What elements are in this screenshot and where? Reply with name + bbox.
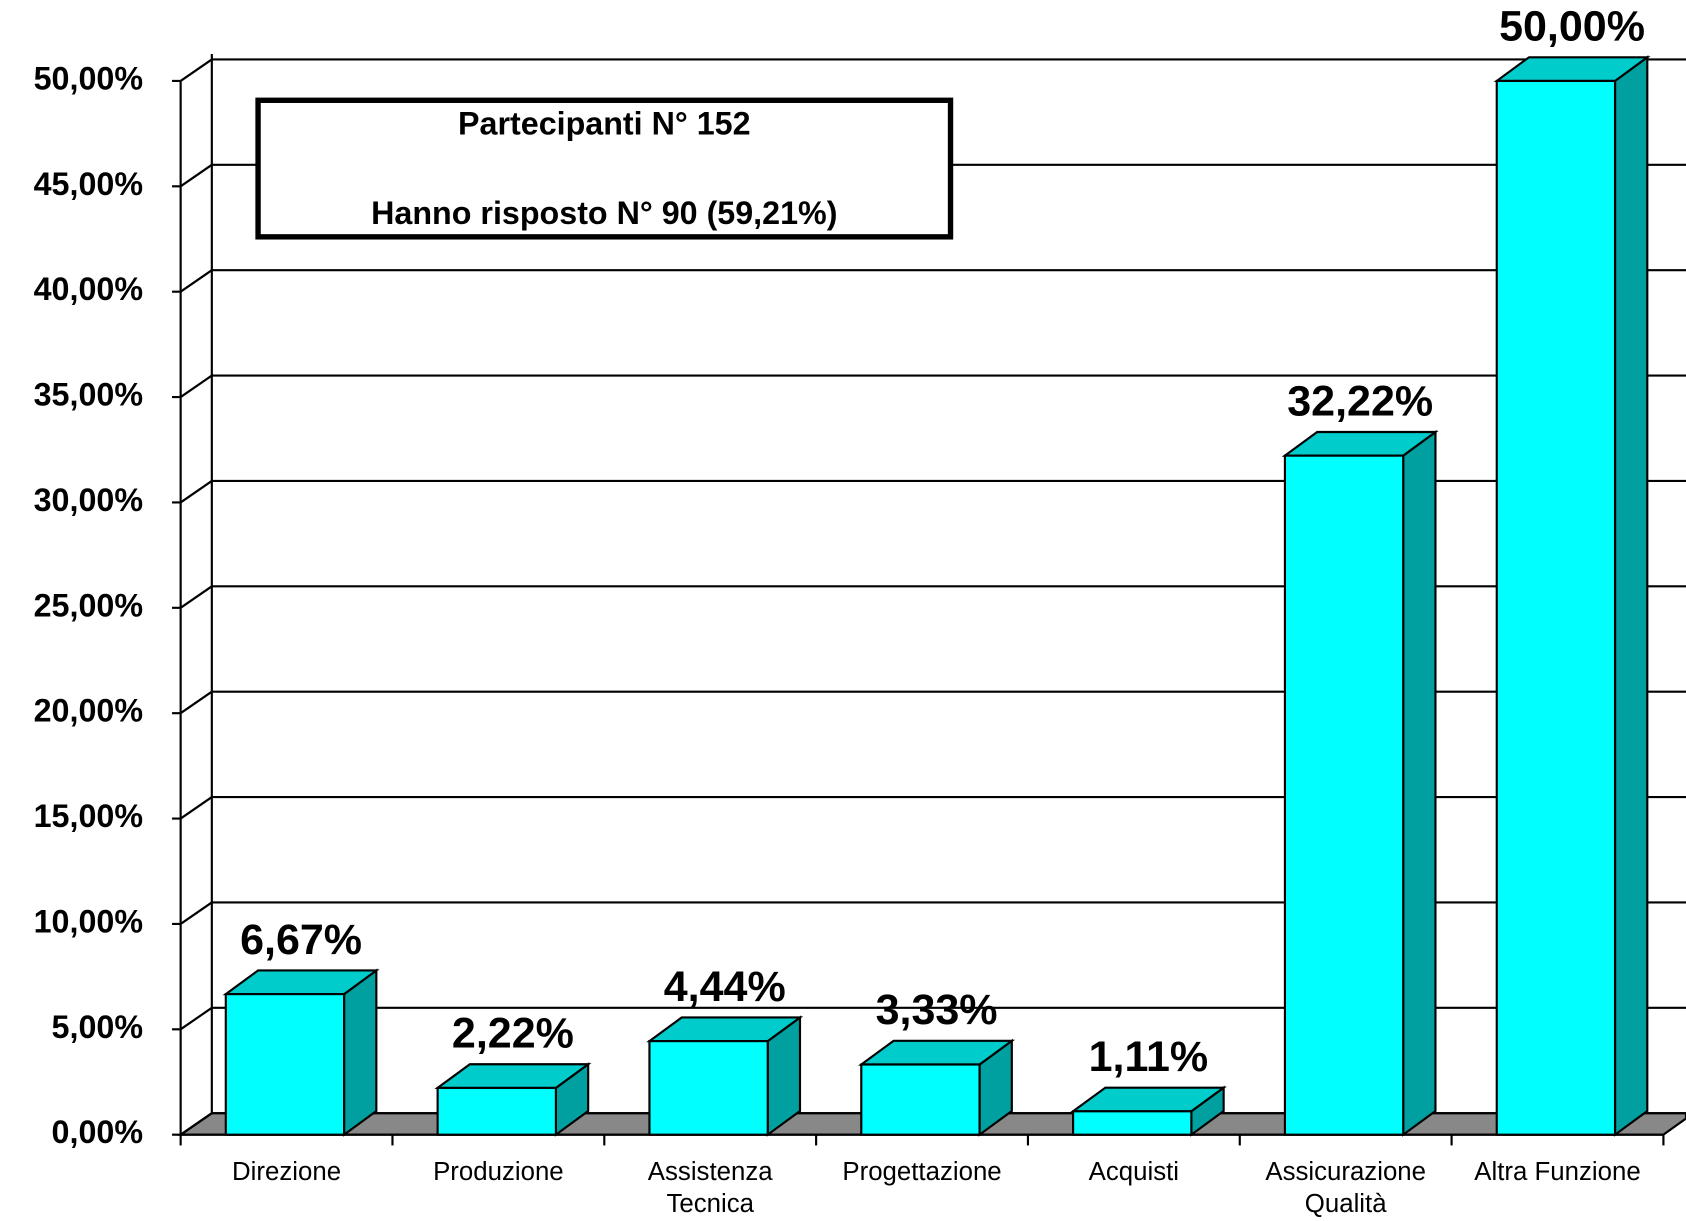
grid-diagonal	[180, 269, 213, 293]
y-tick-label: 15,00%	[34, 798, 143, 834]
grid-diagonal	[180, 901, 213, 925]
data-label: 32,22%	[1287, 377, 1433, 425]
grid-diagonal	[180, 163, 213, 188]
x-tick-label-box: Acquisti	[1088, 1157, 1180, 1187]
bar	[1283, 454, 1405, 1136]
y-tick-label: 35,00%	[34, 377, 143, 413]
x-tick-label-box: Direzione	[232, 1157, 342, 1187]
y-tick-label: 10,00%	[34, 903, 143, 939]
x-tick-label-box: Altra Funzione	[1474, 1157, 1641, 1187]
y-tick-label: 40,00%	[34, 271, 143, 307]
grid-diagonal	[180, 480, 213, 504]
x-tick-label: Assicurazione Qualità	[1265, 1157, 1427, 1219]
y-tick-label: 45,00%	[34, 166, 143, 202]
grid-diagonal	[180, 58, 213, 82]
annotation: Partecipanti N° 152	[458, 106, 751, 142]
grid-diagonal	[180, 585, 213, 609]
bar-side	[1613, 55, 1649, 1137]
y-tick-label: 50,00%	[34, 60, 143, 96]
bar	[860, 1063, 981, 1136]
x-tick-label-box: Progettazione	[842, 1157, 1002, 1187]
data-label: 6,67%	[240, 916, 362, 964]
x-tick-label-box: Assicurazione Qualità	[1265, 1157, 1427, 1219]
bar	[1072, 1110, 1193, 1136]
x-tick-label: Assistenza Tecnica	[647, 1157, 773, 1219]
bar	[224, 993, 346, 1136]
y-tick-label: 25,00%	[34, 587, 143, 623]
annotation-box	[255, 97, 954, 240]
grid	[172, 58, 1686, 1146]
bar	[648, 1040, 769, 1136]
x-tick-label-box: Assistenza Tecnica	[647, 1157, 773, 1219]
y-tick-label: 20,00%	[34, 693, 143, 729]
x-tick-label: Produzione	[433, 1157, 564, 1187]
bar-side	[1402, 429, 1437, 1137]
grid-diagonal	[180, 374, 213, 398]
x-tick-label: Altra Funzione	[1474, 1157, 1641, 1187]
data-label: 1,11%	[1089, 1033, 1209, 1081]
grid-diagonal	[180, 796, 213, 820]
grid-diagonal	[180, 690, 213, 715]
y-tick-label: 30,00%	[34, 482, 143, 518]
bars: 6,67% 2,22% 4,44% 3,33% 1,11% 32,22% 50,00%	[222, 3, 1651, 1137]
bar	[436, 1086, 557, 1136]
data-label: 3,33%	[876, 986, 998, 1034]
data-label: 50,00%	[1499, 3, 1645, 51]
data-label: 4,44%	[664, 963, 786, 1011]
x-tick-label: Acquisti	[1088, 1157, 1180, 1187]
x-tick-label-box: Produzione	[433, 1157, 564, 1187]
grid-diagonal	[180, 1006, 213, 1031]
bar	[1495, 79, 1617, 1136]
x-tick-label: Progettazione	[842, 1157, 1002, 1187]
grid-diagonal	[180, 1112, 213, 1136]
x-tick-label: Direzione	[232, 1157, 342, 1187]
data-label: 2,22%	[452, 1010, 574, 1058]
y-tick-label: 0,00%	[52, 1114, 143, 1150]
y-tick-label: 5,00%	[52, 1009, 143, 1045]
annotation: Hanno risposto N° 90 (59,21%)	[371, 195, 837, 231]
bar-side	[343, 968, 378, 1137]
